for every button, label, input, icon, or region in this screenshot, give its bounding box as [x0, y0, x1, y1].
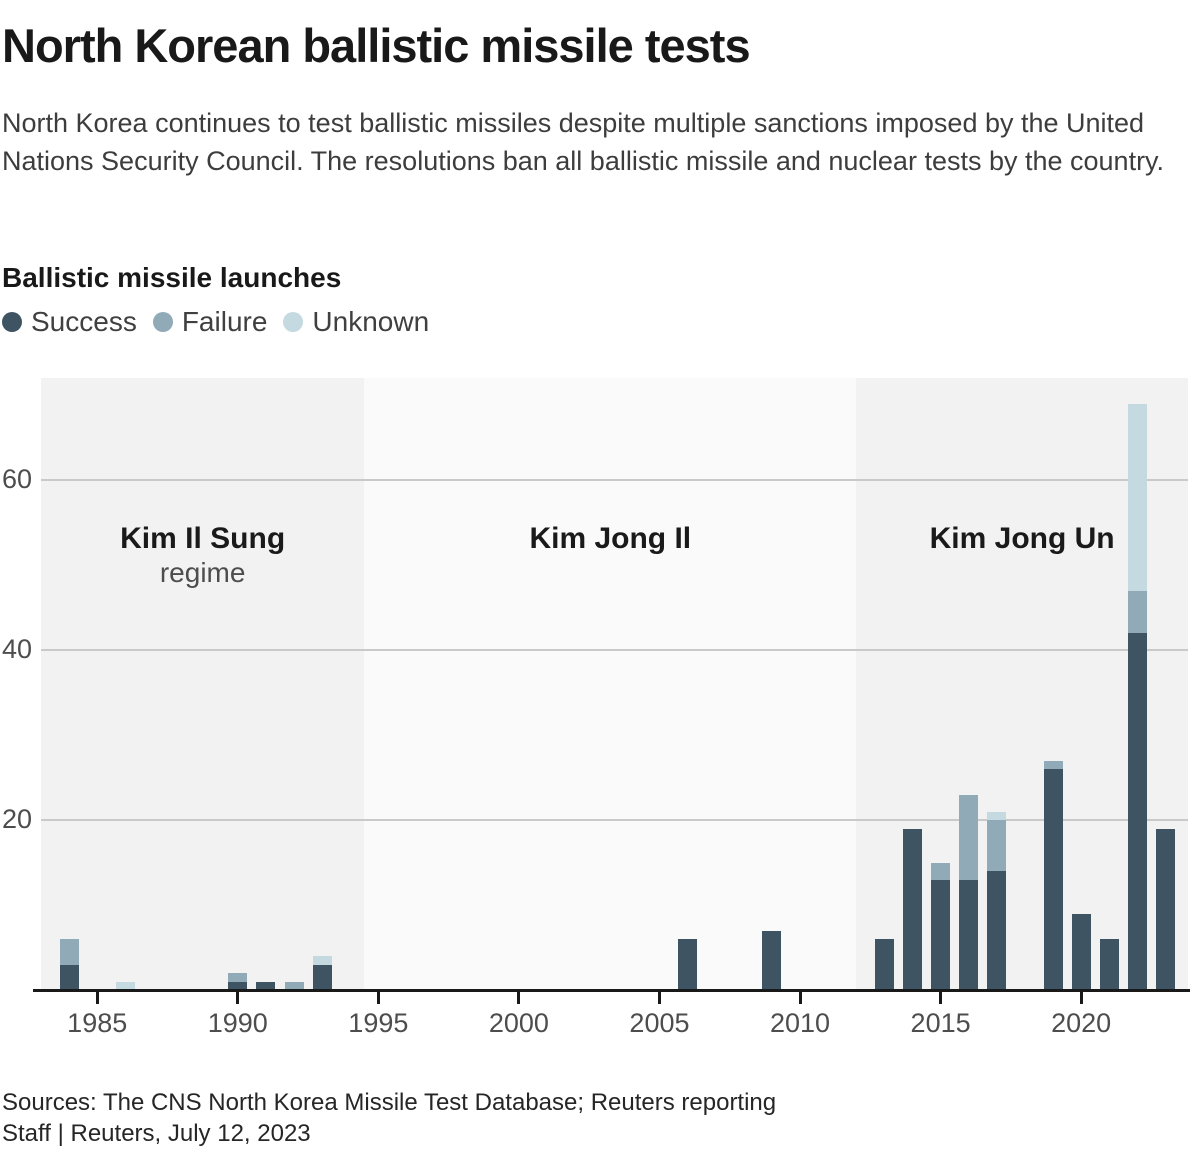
- bar-2019-success: [1043, 769, 1063, 990]
- bar-2023-success: [1156, 828, 1175, 990]
- bar-2013-success: [874, 939, 894, 990]
- success-dot-icon: [2, 312, 22, 332]
- bar-2015-failure: [931, 862, 951, 880]
- bar-1990-failure: [228, 973, 248, 982]
- x-axis-tick-2015: [939, 992, 943, 1004]
- bar-2022-success: [1127, 633, 1147, 990]
- x-axis-label-1995: 1995: [348, 1008, 409, 1038]
- legend-label-failure: Failure: [181, 306, 268, 337]
- bar-2020-success: [1071, 913, 1091, 990]
- regime-name-kim-il-sung: Kim Il Sung: [120, 522, 286, 555]
- x-axis-label-1990: 1990: [207, 1008, 268, 1038]
- x-axis-tick-1990: [236, 992, 240, 1004]
- bar-2006-success: [678, 939, 698, 990]
- y-axis-label-20: 20: [1, 804, 32, 834]
- bar-2015-success: [931, 879, 951, 990]
- regime-band-kim-jong-il: [364, 378, 857, 990]
- regime-name-kim-jong-un: Kim Jong Un: [929, 522, 1115, 555]
- bar-1993-unknown: [312, 956, 332, 965]
- gridline-20: [41, 819, 1188, 821]
- chart-description: North Korea continues to test ballistic …: [2, 108, 1165, 176]
- x-axis-tick-1985: [95, 992, 99, 1004]
- regime-label-kim-il-sung: Kim Il Sung regime: [120, 522, 285, 590]
- x-axis-label-2015: 2015: [910, 1008, 971, 1038]
- x-axis-tick-2020: [1079, 992, 1083, 1004]
- regime-label-kim-jong-un: Kim Jong Un: [930, 522, 1115, 556]
- regime-name-kim-jong-il: Kim Jong Il: [529, 522, 692, 555]
- chart-section-title: Ballistic missile launches: [2, 262, 342, 293]
- bar-2017-success: [987, 871, 1007, 990]
- x-axis-tick-1995: [376, 992, 380, 1004]
- bar-1984-failure: [59, 939, 79, 965]
- bar-2009-success: [762, 930, 782, 990]
- x-axis-label-2000: 2000: [488, 1008, 549, 1038]
- x-axis-tick-2005: [657, 992, 661, 1004]
- bar-2016-success: [959, 879, 979, 990]
- bar-2017-failure: [987, 820, 1007, 871]
- x-axis-label-2010: 2010: [769, 1008, 831, 1038]
- x-axis-line: [33, 989, 1190, 992]
- x-axis-tick-2010: [798, 992, 802, 1004]
- x-axis-label-2005: 2005: [629, 1008, 690, 1038]
- y-axis-label-60: 60: [1, 464, 32, 494]
- failure-dot-icon: [152, 312, 173, 332]
- regime-label-kim-jong-il: Kim Jong Il: [529, 522, 691, 556]
- bar-1991-success: [256, 981, 276, 990]
- bar-2014-success: [902, 828, 922, 990]
- legend-item-success: Success: [2, 306, 137, 338]
- chart-legend: Success Failure Unknown: [2, 306, 445, 338]
- regime-band-kim-il-sung: [41, 378, 365, 990]
- byline: Staff | Reuters, July 12, 2023: [2, 1120, 311, 1147]
- unknown-dot-icon: [283, 312, 304, 332]
- x-axis-label-2020: 2020: [1051, 1008, 1112, 1038]
- legend-label-unknown: Unknown: [312, 306, 430, 337]
- chart-footer: Sources: The CNS North Korea Missile Tes…: [2, 1087, 1192, 1149]
- bar-2019-failure: [1043, 760, 1063, 769]
- x-axis-label-1985: 1985: [67, 1008, 128, 1038]
- y-axis-label-40: 40: [1, 634, 32, 664]
- bar-1986-unknown: [115, 981, 135, 990]
- gridline-60: [41, 479, 1188, 481]
- bar-2022-failure: [1127, 590, 1147, 633]
- gridline-40: [41, 649, 1188, 651]
- bar-1984-success: [59, 964, 79, 990]
- legend-label-success: Success: [31, 306, 137, 337]
- sources-line: Sources: The CNS North Korea Missile Tes…: [2, 1089, 777, 1116]
- x-axis-tick-2000: [517, 992, 521, 1004]
- bar-2021-success: [1099, 939, 1119, 990]
- regime-sublabel-kim-il-sung: regime: [159, 557, 246, 588]
- bar-1990-success: [228, 981, 248, 990]
- bar-2016-failure: [959, 794, 979, 880]
- bar-2022-unknown: [1127, 403, 1147, 591]
- bar-1993-success: [312, 964, 332, 990]
- legend-item-failure: Failure: [152, 306, 268, 338]
- bar-2017-unknown: [987, 811, 1007, 820]
- bar-1992-failure: [284, 981, 304, 990]
- legend-item-unknown: Unknown: [283, 306, 429, 338]
- page-title: North Korean ballistic missile tests: [2, 19, 751, 72]
